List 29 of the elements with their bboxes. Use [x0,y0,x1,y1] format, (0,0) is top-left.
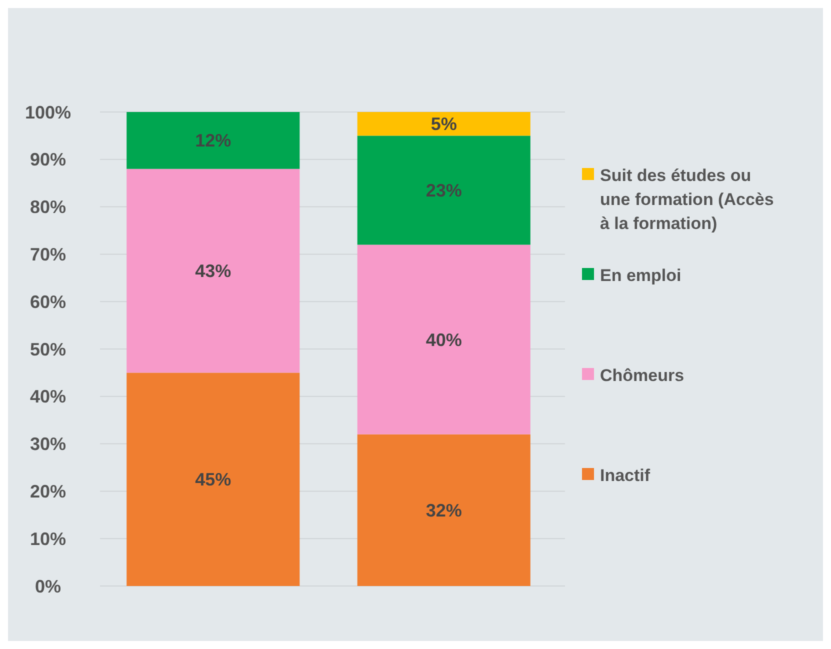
bar [126,112,300,169]
data-label: 23% [426,180,462,201]
y-tick-label: 50% [30,339,66,360]
bar [357,244,530,434]
y-tick-label: 80% [30,197,66,218]
data-label: 40% [426,330,462,350]
legend-label: Suit des études ou une formation (Accès à la formation) [600,166,774,233]
data-label: 5% [430,114,457,134]
legend-label: Chômeurs [600,366,684,385]
legend-label: Inactif [600,466,650,485]
bar [357,136,530,245]
bar [126,168,300,373]
y-tick-label: 60% [30,292,66,312]
data-label: 32% [426,500,462,520]
y-tick-label: 100% [24,102,72,122]
y-tick-label: 90% [30,150,66,170]
y-tick-label: 70% [30,244,66,264]
data-label: 12% [195,130,232,151]
data-label: 43% [195,261,232,282]
y-tick-label: 30% [30,434,66,454]
bar [357,434,530,586]
data-label: 45% [195,470,232,490]
y-tick-label: 10% [30,528,66,549]
y-tick-label: 20% [30,482,66,502]
legend-label: En emploi [600,266,682,285]
bar [357,112,530,136]
y-tick-label: 0% [34,576,62,596]
bar [126,372,300,586]
y-tick-label: 40% [30,386,66,407]
